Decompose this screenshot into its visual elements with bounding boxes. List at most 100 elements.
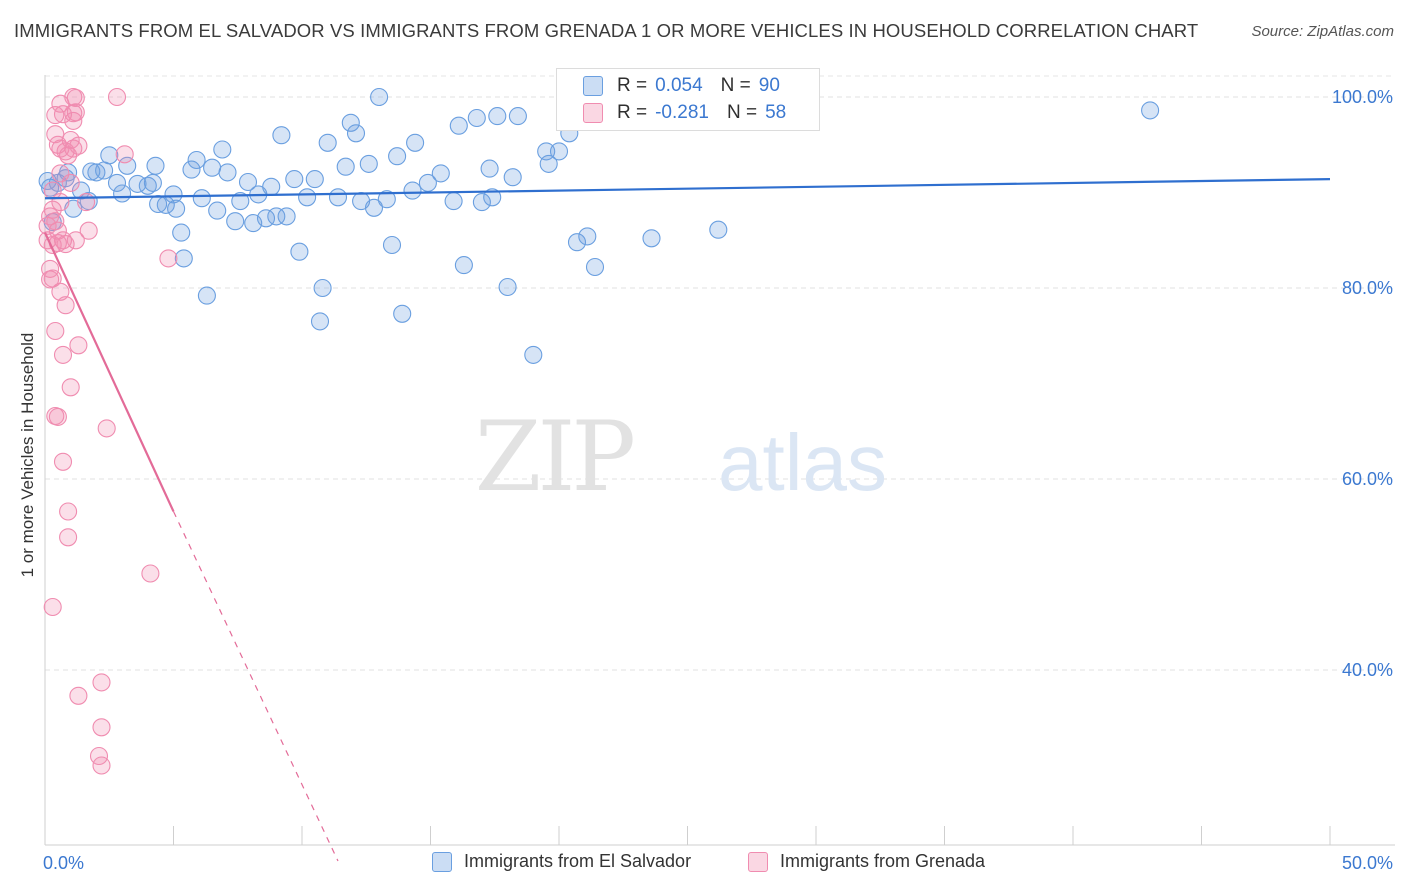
data-point <box>290 242 309 261</box>
data-point <box>59 528 78 547</box>
data-point <box>418 173 437 192</box>
data-point <box>226 212 245 231</box>
data-point <box>585 257 605 277</box>
data-point <box>95 161 114 180</box>
series-label-grenada: Immigrants from Grenada <box>780 851 986 871</box>
series-el-salvador <box>38 87 1160 364</box>
data-point <box>382 235 402 255</box>
data-point <box>51 282 70 301</box>
data-point <box>53 345 73 364</box>
legend-r-label: R = <box>617 75 648 96</box>
data-point <box>449 116 468 135</box>
data-point <box>454 256 473 275</box>
data-point <box>197 286 216 305</box>
tick-labels: 40.0% 60.0% 80.0% 100.0% 0.0% 50.0% <box>43 87 1393 873</box>
data-point <box>97 419 116 438</box>
data-point <box>192 189 211 208</box>
data-point <box>69 136 88 155</box>
data-point <box>59 502 78 521</box>
data-point <box>467 108 486 128</box>
data-point <box>359 154 378 173</box>
series-swatch-el-salvador <box>432 851 452 872</box>
data-point <box>79 221 98 240</box>
series-legend: Immigrants from El Salvador Immigrants f… <box>0 851 1406 877</box>
chart-title: IMMIGRANTS FROM EL SALVADOR VS IMMIGRANT… <box>14 20 1199 41</box>
grid-lines <box>45 75 1395 671</box>
series-legend-el-salvador[interactable]: Immigrants from El Salvador <box>432 851 691 872</box>
data-point <box>51 193 70 212</box>
data-point <box>64 139 83 158</box>
data-point <box>115 145 134 164</box>
legend-r-value: 0.054 <box>655 75 703 96</box>
data-point <box>336 157 355 176</box>
legend-swatch-el-salvador <box>583 76 603 96</box>
data-point <box>488 107 507 126</box>
data-point <box>539 154 558 173</box>
data-point <box>118 156 137 175</box>
data-point <box>364 198 384 217</box>
data-point <box>642 229 661 248</box>
data-point <box>87 163 106 182</box>
data-point <box>267 207 286 226</box>
data-point <box>107 87 127 107</box>
data-point <box>277 207 296 226</box>
data-point <box>56 235 75 254</box>
trend-line-extrapolated <box>172 511 339 862</box>
x-tick-label: 50.0% <box>1342 853 1393 873</box>
data-point <box>498 277 517 297</box>
source-label: Source: ZipAtlas.com <box>1251 23 1394 40</box>
data-point <box>305 170 324 189</box>
data-point <box>92 756 111 775</box>
data-point <box>285 170 304 189</box>
data-point <box>524 345 543 364</box>
legend-swatch-grenada <box>583 103 603 123</box>
axes <box>44 75 1395 846</box>
legend-n-value: 90 <box>758 75 780 96</box>
data-points <box>38 87 1160 775</box>
data-point <box>472 193 491 212</box>
data-point <box>77 193 96 212</box>
data-point <box>43 597 62 617</box>
data-point <box>46 321 65 341</box>
legend-n-label: N = <box>720 75 751 96</box>
data-point <box>328 188 348 207</box>
trend-line <box>44 232 175 512</box>
trend-lines <box>44 178 1331 862</box>
data-point <box>138 176 157 195</box>
y-tick-label: 100.0% <box>1332 87 1393 107</box>
data-point <box>71 181 91 200</box>
data-point <box>231 192 250 211</box>
data-point <box>66 88 85 108</box>
data-point <box>370 87 389 107</box>
data-point <box>167 199 186 218</box>
legend-n-value: 58 <box>765 102 787 123</box>
y-tick-label: 40.0% <box>1342 660 1393 680</box>
data-point <box>61 378 80 397</box>
x-tick-label: 0.0% <box>43 853 84 873</box>
data-point <box>444 192 463 211</box>
data-point <box>69 686 88 705</box>
data-point <box>403 181 422 200</box>
data-point <box>709 220 728 239</box>
series-swatch-grenada <box>748 851 768 872</box>
data-point <box>406 133 425 152</box>
data-point <box>141 564 160 583</box>
data-point <box>43 200 62 219</box>
series-grenada <box>38 87 178 775</box>
legend-row-grenada: R = -0.281 N = 58 <box>583 101 786 125</box>
series-legend-grenada[interactable]: Immigrants from Grenada <box>748 851 985 872</box>
data-point <box>182 160 201 179</box>
watermark-zip: ZIP <box>475 401 634 513</box>
data-point <box>48 407 67 426</box>
data-point <box>377 190 396 209</box>
data-point <box>431 164 450 183</box>
data-point <box>567 233 587 252</box>
data-point <box>51 164 70 183</box>
data-point <box>113 184 132 203</box>
data-point <box>549 142 569 161</box>
data-point <box>503 168 522 187</box>
data-point <box>46 106 65 125</box>
data-point <box>1141 101 1160 120</box>
data-point <box>578 227 597 246</box>
